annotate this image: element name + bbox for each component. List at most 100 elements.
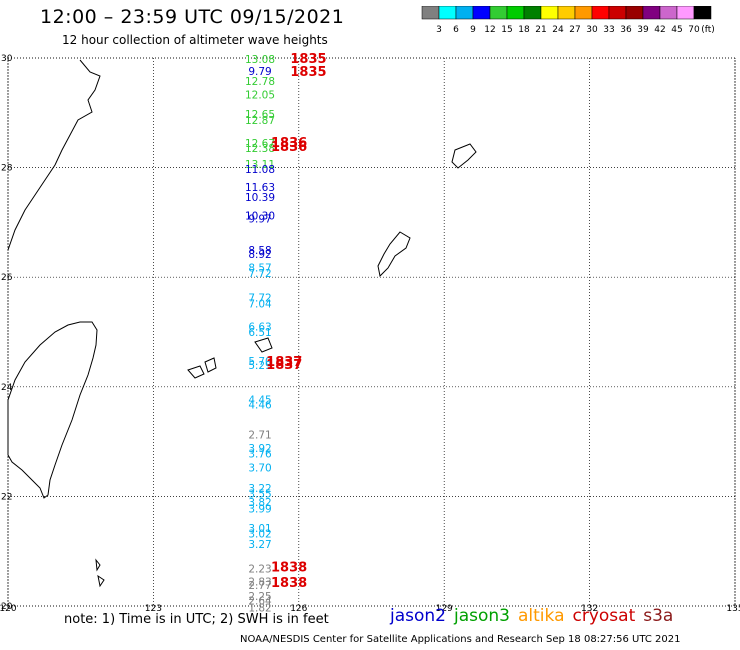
color-scale-label: 12 [484, 25, 495, 35]
x-tick-label: 126 [290, 604, 307, 614]
x-tick-label: 129 [436, 604, 453, 614]
wave-height-label: 2.77 [248, 580, 271, 592]
pass-time-label: 1836 [271, 136, 307, 151]
wave-height-label: 8.58 [248, 245, 271, 257]
footer-credit: NOAA/NESDIS Center for Satellite Applica… [240, 634, 681, 645]
color-scale-label: 18 [518, 25, 530, 35]
color-scale-label: 15 [501, 25, 512, 35]
wave-height-label: 5.29 [248, 360, 271, 372]
ryukyu-main [377, 231, 411, 278]
pass-time-label: 1837 [266, 355, 302, 370]
y-tick-label: 30 [1, 54, 13, 64]
pass-time-label: 1835 [290, 65, 326, 80]
wave-height-label: 4.45 [248, 394, 271, 406]
wave-height-label: 2.64 [248, 596, 272, 608]
map-frame [7, 57, 736, 607]
color-scale-label: 21 [535, 25, 546, 35]
color-scale-label: 36 [620, 25, 632, 35]
wave-height-label: 12.05 [245, 90, 275, 102]
coastline [7, 59, 477, 588]
color-scale-label: 45 [671, 25, 682, 35]
wave-height-label: 2.83 [248, 576, 271, 588]
wave-height-label: 3.22 [248, 483, 271, 495]
wave-height-label: 11.63 [245, 182, 275, 194]
wave-height-label: 8.92 [248, 249, 271, 261]
color-scale-label: 33 [603, 25, 614, 35]
color-scale-label: 30 [586, 25, 598, 35]
wave-height-label: 11.08 [245, 164, 275, 176]
wave-height-label: 3.02 [248, 529, 271, 541]
wave-height-label: 10.30 [245, 210, 275, 222]
pass-time-label: 1838 [271, 576, 307, 591]
wave-height-label: 12.67 [245, 138, 275, 150]
wave-height-label: 3.27 [248, 539, 271, 551]
color-scale-label: 24 [552, 25, 564, 35]
taiwan-coast [7, 321, 98, 499]
satellite-name: jason2 [390, 606, 446, 626]
wave-height-label: 5.70 [248, 356, 271, 368]
color-scale-label: 70 [688, 25, 700, 35]
wave-height-label: 9.79 [248, 66, 271, 78]
satellite-name: s3a [643, 606, 674, 626]
y-tick-label: 28 [1, 164, 13, 174]
x-tick-label: 120 [0, 604, 17, 614]
wave-height-label: 2.71 [248, 429, 271, 441]
wave-height-label: 2.23 [248, 564, 271, 576]
wave-height-label: 3.55 [248, 489, 271, 501]
wave-height-label: 3.70 [248, 462, 271, 474]
wave-height-label: 3.82 [248, 497, 271, 509]
x-tick-label: 132 [581, 604, 598, 614]
wave-height-label: 12.78 [245, 76, 275, 88]
satellite-legend: jason2 jason3 altika cryosat s3a [390, 606, 681, 626]
wave-height-label: 3.99 [248, 503, 271, 515]
axis-tick-labels: 120 123 126 129 132 135 20 22 24 26 28 30 [0, 54, 740, 614]
wave-height-label: 13.11 [245, 159, 275, 171]
wave-height-label: 2.25 [248, 591, 271, 603]
footer-note: note: 1) Time is in UTC; 2) SWH is in fe… [64, 612, 329, 627]
wave-height-label: 12.38 [245, 143, 275, 155]
wave-height-label: 12.65 [245, 109, 275, 121]
color-scale-label: 6 [453, 25, 459, 35]
wave-height-label: 3.76 [248, 449, 272, 461]
x-tick-label: 123 [145, 604, 162, 614]
wave-height-label: 9.97 [248, 214, 271, 226]
grid-lines [7, 57, 736, 607]
wave-height-label: 6.63 [248, 322, 271, 334]
pass-time-label: 1836 [271, 140, 307, 155]
wave-height-label: 13.08 [245, 54, 275, 66]
satellite-name: altika [518, 606, 565, 626]
satellite-name: cryosat [572, 606, 636, 626]
wave-height-label: 3.92 [248, 443, 271, 455]
amami-island [451, 143, 477, 169]
color-scale-label: 39 [637, 25, 649, 35]
wave-height-label: 4.46 [248, 399, 272, 411]
wave-height-label: 6.51 [248, 327, 271, 339]
wave-height-label: 3.01 [248, 523, 271, 535]
chart-title: 12:00 – 23:59 UTC 09/15/2021 [40, 6, 345, 28]
y-tick-label: 24 [1, 383, 13, 393]
color-scale-label: 3 [436, 25, 442, 35]
chart-subtitle: 12 hour collection of altimeter wave hei… [62, 33, 328, 47]
miyako-island [254, 337, 273, 353]
wave-height-label: 8.57 [248, 262, 271, 274]
wave-height-label: 12.87 [245, 115, 275, 127]
yaeyama-islands [187, 357, 217, 379]
color-scale-label: 9 [470, 25, 476, 35]
wave-height-label: 1.82 [248, 603, 271, 615]
wave-height-label: 7.04 [248, 299, 272, 311]
wave-height-label: 10.39 [245, 192, 275, 204]
pass-time-label: 1837 [266, 358, 302, 373]
y-tick-label: 22 [1, 492, 12, 502]
wave-height-label: 7.72 [248, 268, 271, 280]
y-tick-label: 20 [1, 602, 13, 612]
satellite-name: jason3 [454, 606, 510, 626]
color-scale-label: 27 [569, 25, 580, 35]
y-tick-label: 26 [1, 273, 13, 283]
china-coast [7, 59, 101, 251]
pass-time-label: 1838 [271, 561, 307, 576]
color-scale-legend: 3 6 9 12 15 18 21 24 27 30 33 36 39 42 45 70 (ft) [421, 6, 715, 35]
color-scale-unit: (ft) [701, 25, 715, 35]
